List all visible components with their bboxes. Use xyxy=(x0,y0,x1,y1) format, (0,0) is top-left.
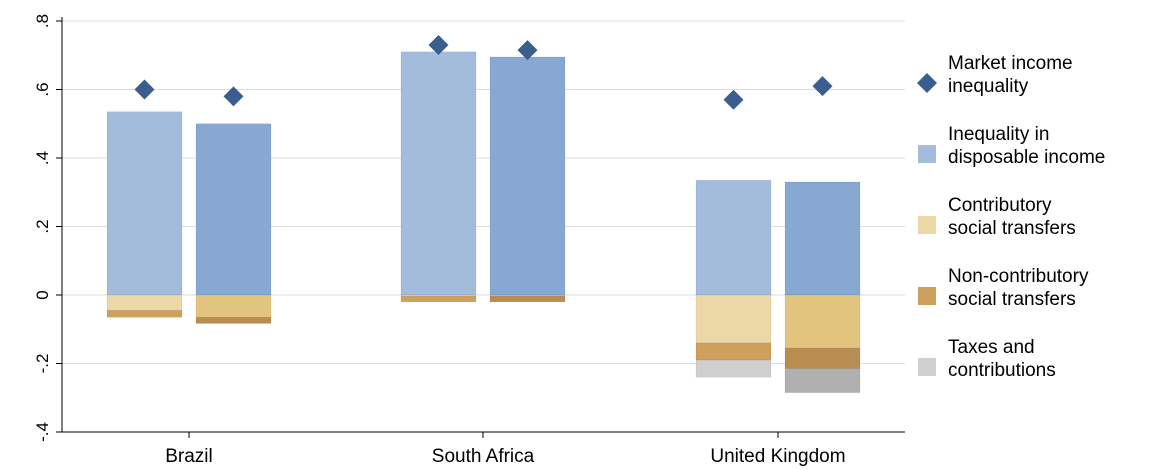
y-tick-label: -.4 xyxy=(33,422,52,442)
y-tick-label: .8 xyxy=(33,14,52,28)
bars xyxy=(106,51,861,393)
bar-segment xyxy=(106,294,183,311)
bar-segment xyxy=(784,368,861,393)
gridlines xyxy=(62,20,905,364)
bar-segment xyxy=(400,295,477,303)
bar-segment xyxy=(400,51,477,296)
y-tick-label: 0 xyxy=(33,290,52,299)
market-income-marker xyxy=(517,40,538,61)
legend-label: inequality xyxy=(948,76,1029,97)
market-income-marker xyxy=(134,79,155,100)
legend-label: disposable income xyxy=(948,147,1105,168)
legend-swatch xyxy=(918,145,936,163)
legend-label: social transfers xyxy=(948,289,1076,310)
legend-swatch xyxy=(918,287,936,305)
bar-segment xyxy=(106,310,183,318)
bar-segment xyxy=(195,317,272,324)
legend-label: Contributory xyxy=(948,195,1052,216)
market-income-marker xyxy=(723,89,744,110)
x-category-label: South Africa xyxy=(432,446,535,467)
legend-label: Taxes and xyxy=(948,337,1035,358)
market-income-marker xyxy=(428,34,449,55)
legend-swatch xyxy=(918,358,936,376)
x-category-label: United Kingdom xyxy=(710,446,845,467)
market-income-markers xyxy=(134,34,833,110)
y-tick-label: .4 xyxy=(33,151,52,165)
legend-swatch xyxy=(918,216,936,234)
market-income-marker xyxy=(812,76,833,97)
axes: -.4 -.2 0 .2 .4 .6 .8 Brazil South Africa United … xyxy=(33,14,905,467)
y-tick-label: .2 xyxy=(33,219,52,233)
legend-label: Inequality in xyxy=(948,124,1049,145)
bar-segment xyxy=(695,359,772,378)
bar-segment xyxy=(695,294,772,344)
x-category-label: Brazil xyxy=(165,446,213,467)
bar-segment xyxy=(784,181,861,296)
legend-label: Non-contributory xyxy=(948,266,1089,287)
y-tick-label: .6 xyxy=(33,82,52,96)
bar-segment xyxy=(695,342,772,361)
y-tick-label: -.2 xyxy=(33,354,52,374)
bar-segment xyxy=(489,295,566,303)
bar-segment xyxy=(695,180,772,296)
bar-segment xyxy=(195,123,272,296)
market-income-marker xyxy=(223,86,244,107)
bar-segment xyxy=(489,56,566,296)
bar-segment xyxy=(784,347,861,369)
legend-label: social transfers xyxy=(948,218,1076,239)
legend-label: contributions xyxy=(948,360,1056,381)
legend-swatch xyxy=(917,73,937,93)
bar-segment xyxy=(195,294,272,318)
legend-label: Market income xyxy=(948,53,1073,74)
bar-segment xyxy=(784,294,861,349)
bar-segment xyxy=(106,111,183,296)
